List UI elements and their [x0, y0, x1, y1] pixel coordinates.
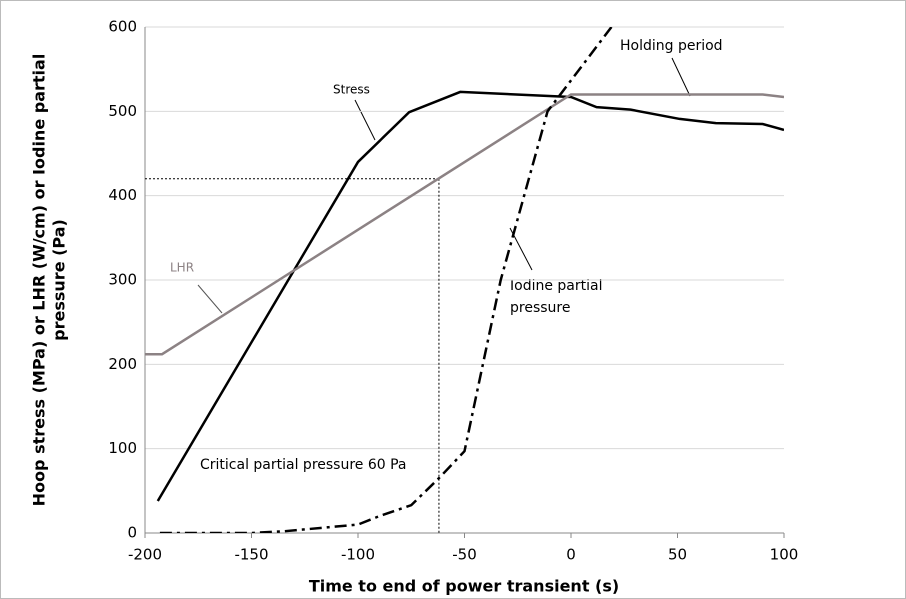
annotation: Holding period	[620, 38, 723, 54]
leader	[197, 284, 223, 314]
y-tick-label: 100	[108, 439, 137, 457]
y-axis-title: Hoop stress (MPa) or LHR (W/cm) or Iodin…	[30, 54, 69, 507]
x-tick-label: 100	[770, 546, 799, 564]
y-tick-label: 0	[127, 524, 137, 542]
annotation: Stress	[333, 83, 370, 97]
series-line	[159, 27, 613, 533]
y-tick-label: 500	[108, 102, 137, 120]
y-tick-label: 300	[108, 271, 137, 289]
x-tick-label: 50	[668, 546, 687, 564]
y-axis-title-line: Hoop stress (MPa) or LHR (W/cm) or Iodin…	[30, 54, 49, 507]
y-tick-label: 200	[108, 355, 137, 373]
leader	[671, 57, 691, 97]
x-tick-label: -200	[128, 546, 162, 564]
annotation: Critical partial pressure 60 Pa	[200, 457, 407, 473]
annotation: pressure	[510, 300, 570, 316]
x-tick-label: -150	[234, 546, 268, 564]
y-tick-label: 600	[108, 18, 137, 36]
leader	[354, 99, 376, 141]
x-tick-label: -100	[341, 546, 375, 564]
y-axis-title-line: pressure (Pa)	[50, 219, 69, 341]
series-line	[145, 93, 784, 356]
annotation: LHR	[170, 261, 194, 275]
series-line	[156, 90, 784, 502]
annotation: Iodine partial	[510, 278, 602, 294]
x-tick-label: 0	[566, 546, 576, 564]
y-tick-label: 400	[108, 186, 137, 204]
x-tick-label: -50	[452, 546, 477, 564]
x-axis-title: Time to end of power transient (s)	[309, 577, 619, 596]
